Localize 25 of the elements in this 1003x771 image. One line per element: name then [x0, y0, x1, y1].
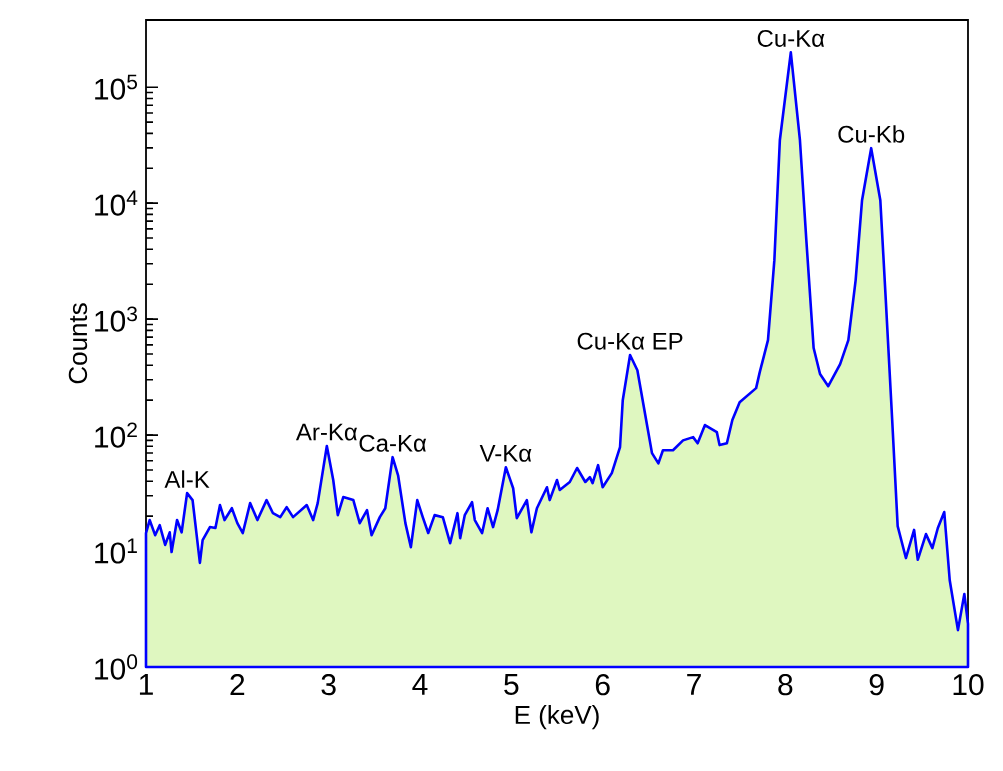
annotation: Ca-Kα	[359, 434, 427, 452]
x-tick-label: 9	[869, 674, 884, 696]
annotation: Cu-Kα EP	[577, 332, 683, 350]
annotation: Ar-Kα	[295, 423, 358, 441]
y-tick-label: 10$^{5}$	[95, 74, 138, 100]
y-tick-label: 10$^{3}$	[95, 306, 138, 332]
x-tick-label: 5	[504, 674, 519, 695]
y-tick-label: 10$^{4}$	[95, 190, 138, 216]
x-tick-label: 7	[687, 674, 701, 695]
x-axis-title: E (keV)	[515, 705, 599, 730]
x-tick-label: 8	[778, 674, 793, 696]
y-tick-label: 10$^{1}$	[95, 538, 137, 564]
y-tick-label: 10$^{0}$	[95, 654, 138, 680]
x-tick-label: 4	[412, 674, 428, 695]
x-tick-label: 6	[595, 674, 610, 696]
y-axis-title: Counts	[68, 303, 88, 384]
annotation: Al-K	[164, 470, 210, 488]
annotation: V-Kα	[479, 445, 532, 462]
x-tick-label: 10	[953, 674, 984, 696]
annotation: Cu-Kα	[757, 29, 825, 47]
y-tick-label: 10$^{2}$	[95, 422, 137, 448]
x-tick-label: 1	[139, 674, 153, 695]
x-tick-label: 3	[321, 674, 336, 696]
x-tick-label: 2	[230, 674, 245, 695]
annotation: Cu-Kb	[838, 125, 905, 143]
